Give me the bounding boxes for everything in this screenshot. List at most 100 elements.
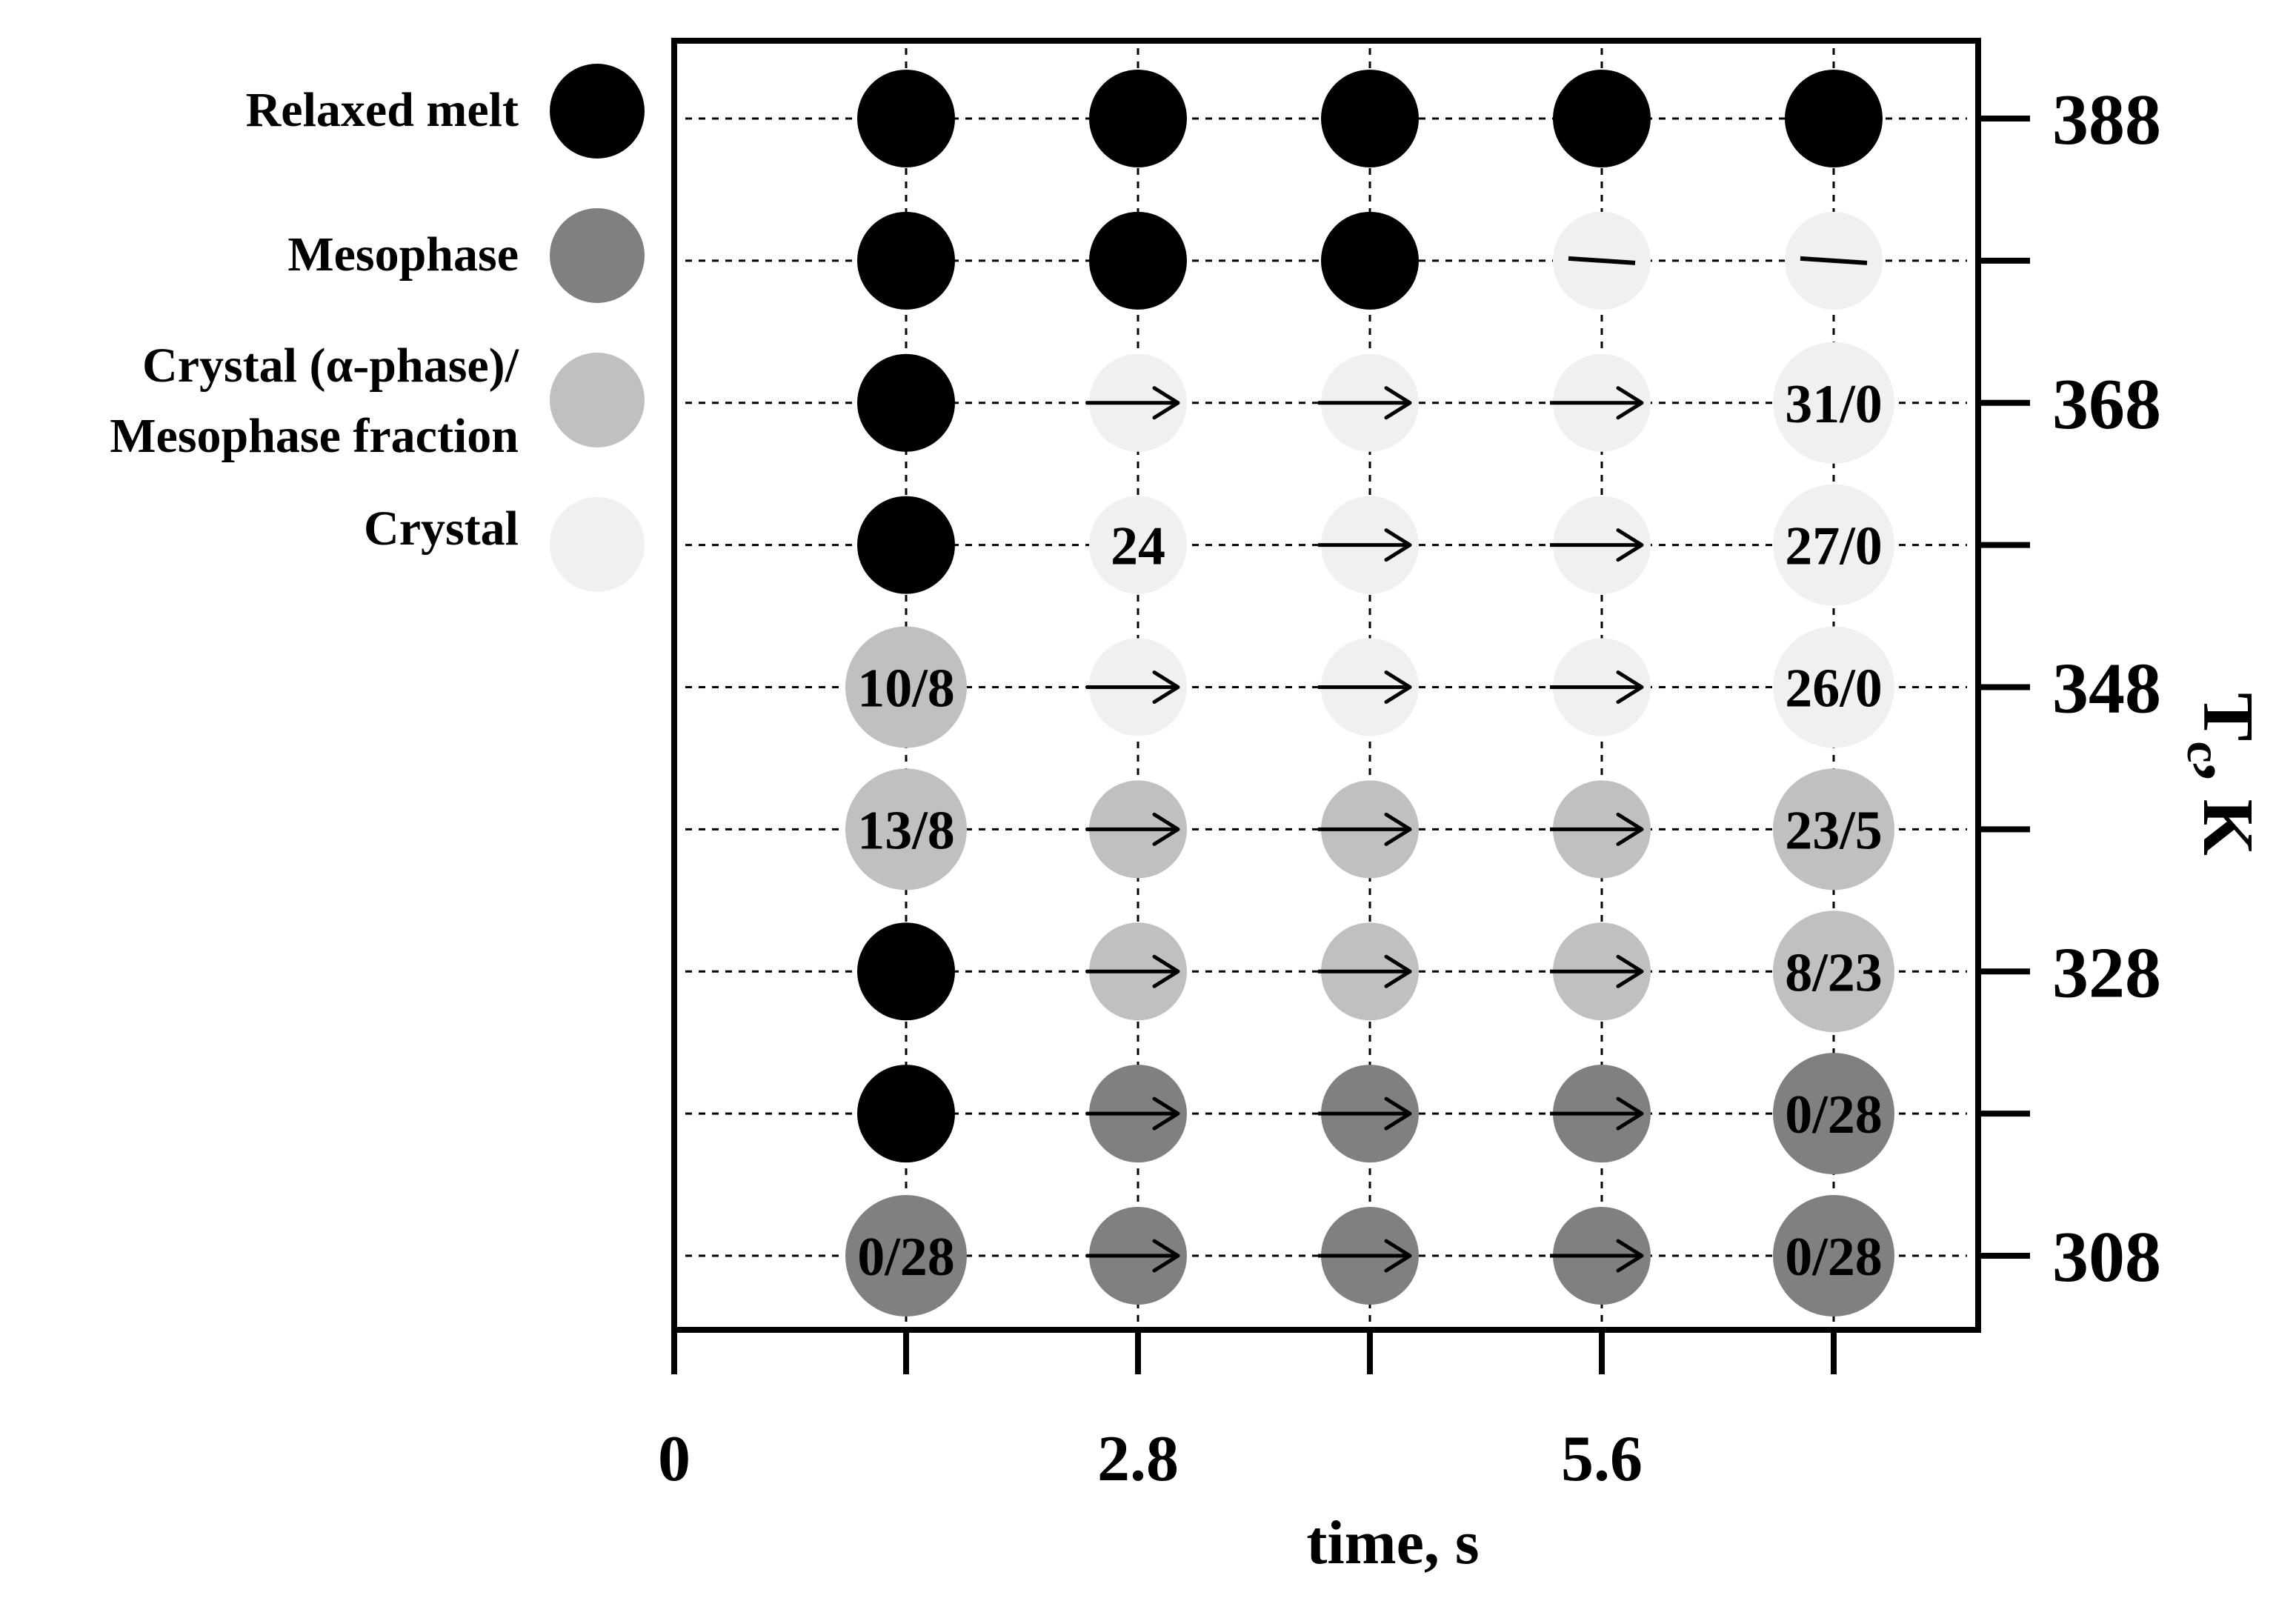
- data-point-crystal: [1550, 353, 1651, 452]
- legend: Relaxed melt Mesophase Crystal (α-phase)/ M…: [110, 64, 645, 592]
- data-point-mesophase: 0/28: [1773, 1195, 1894, 1317]
- data-point-crystal_mesophase: 23/5: [1773, 768, 1894, 891]
- data-point-relaxed_melt: [857, 70, 955, 167]
- arrow-icon: [1152, 670, 1180, 704]
- data-point-mesophase: [1550, 1065, 1651, 1163]
- data-point-relaxed_melt: [857, 211, 955, 310]
- arrow-icon: [1152, 812, 1180, 846]
- data-point-relaxed_melt: [857, 1065, 955, 1163]
- data-label: 31/0: [1785, 374, 1883, 435]
- point-circle: [1089, 70, 1187, 167]
- data-point-mesophase: 0/28: [845, 1195, 967, 1317]
- y-tick-label: 368: [2052, 365, 2161, 445]
- data-point-mesophase: 0/28: [1773, 1053, 1894, 1175]
- arrow-icon: [1384, 954, 1412, 988]
- y-tick-label: 348: [2052, 649, 2161, 729]
- data-point-crystal_mesophase: 13/8: [845, 768, 967, 891]
- data-point-crystal: 31/0: [1773, 342, 1894, 464]
- point-circle: [1553, 70, 1651, 167]
- data-point-crystal_mesophase: [1550, 922, 1651, 1021]
- legend-label: Crystal: [364, 502, 519, 556]
- data-point-crystal: [1318, 496, 1419, 594]
- point-circle: [1089, 211, 1187, 310]
- arrow-icon: [1384, 1239, 1412, 1273]
- data-point-relaxed_melt: [1321, 70, 1419, 167]
- arrow-icon: [1616, 386, 1644, 420]
- data-point-relaxed_melt: [857, 353, 955, 452]
- point-circle: [1773, 1053, 1894, 1175]
- arrow-icon: [1384, 812, 1412, 846]
- arrow-icon: [1152, 1239, 1180, 1273]
- legend-swatch: [550, 497, 645, 592]
- legend-swatch: [550, 353, 645, 447]
- data-point-crystal: [1086, 353, 1187, 452]
- data-point-crystal: 27/0: [1773, 484, 1894, 606]
- arrow-icon: [1152, 386, 1180, 420]
- data-point-crystal: [1318, 353, 1419, 452]
- arrow-icon: [1384, 528, 1412, 562]
- arrow-icon: [1616, 954, 1644, 988]
- dash-icon: [1568, 256, 1636, 265]
- data-point-crystal_mesophase: [1318, 780, 1419, 879]
- point-circle: [1773, 342, 1894, 464]
- x-tick-label: 0: [658, 1423, 691, 1495]
- data-point-mesophase: [1086, 1065, 1187, 1163]
- data-point-crystal_mesophase: [1318, 922, 1419, 1021]
- data-point-crystal: [1550, 638, 1651, 736]
- data-point-relaxed_melt: [1321, 211, 1419, 310]
- arrow-icon: [1384, 1096, 1412, 1131]
- data-point-crystal_mesophase: [1086, 780, 1187, 879]
- arrow-icon: [1616, 812, 1644, 846]
- point-circle: [1773, 626, 1894, 748]
- point-circle: [857, 922, 955, 1021]
- arrow-icon: [1384, 386, 1412, 420]
- axes: 388 368 348 328 308 0 2.8 5.6 time, s Tc, K: [658, 80, 2268, 1577]
- legend-label: Crystal (α-phase)/: [142, 339, 520, 393]
- data-point-mesophase: [1550, 1207, 1651, 1305]
- data-label: 13/8: [857, 800, 955, 861]
- legend-label: Mesophase fraction: [110, 409, 519, 463]
- legend-item-crystal: Crystal: [364, 497, 645, 592]
- data-point-crystal_mesophase: [1550, 780, 1651, 879]
- point-circle: [1321, 211, 1419, 310]
- legend-label: Relaxed melt: [246, 83, 519, 137]
- y-tick-label: 328: [2052, 933, 2161, 1013]
- point-circle: [1773, 484, 1894, 606]
- point-circle: [857, 353, 955, 452]
- point-circle: [1321, 70, 1419, 167]
- x-tick-label: 5.6: [1561, 1423, 1643, 1495]
- point-circle: [1773, 1195, 1894, 1317]
- point-circle: [845, 768, 967, 891]
- data-label: 0/28: [857, 1227, 955, 1288]
- point-circle: [1089, 496, 1187, 594]
- data-points: 31/0 24 27/0 10/8 26/0 13/8 23/5 8/23 0/28 0/28 0/…: [845, 70, 1894, 1317]
- legend-swatch: [550, 64, 645, 159]
- data-point-mesophase: [1086, 1207, 1187, 1305]
- point-circle: [857, 211, 955, 310]
- point-circle: [1785, 70, 1883, 167]
- point-circle: [857, 496, 955, 594]
- legend-label: Mesophase: [287, 227, 519, 282]
- data-point-crystal: [1318, 638, 1419, 736]
- data-point-crystal_mesophase: 10/8: [845, 626, 967, 748]
- data-point-crystal: 26/0: [1773, 626, 1894, 748]
- dash-icon: [1800, 256, 1868, 265]
- arrow-icon: [1616, 670, 1644, 704]
- arrow-icon: [1384, 670, 1412, 704]
- data-point-crystal: [1785, 211, 1883, 310]
- legend-item-relaxed_melt: Relaxed melt: [246, 64, 645, 159]
- data-point-mesophase: [1318, 1207, 1419, 1305]
- x-tick-label: 2.8: [1097, 1423, 1179, 1495]
- x-axis-label: time, s: [1306, 1508, 1479, 1577]
- legend-item-crystal_mesophase: Crystal (α-phase)/ Mesophase fraction: [110, 339, 645, 463]
- point-circle: [857, 1065, 955, 1163]
- data-point-relaxed_melt: [1785, 70, 1883, 167]
- data-label: 0/28: [1785, 1227, 1883, 1288]
- data-point-crystal: [1550, 496, 1651, 594]
- data-point-relaxed_melt: [1089, 70, 1187, 167]
- legend-item-mesophase: Mesophase: [287, 208, 645, 303]
- data-label: 10/8: [857, 659, 955, 719]
- point-circle: [1773, 768, 1894, 891]
- data-label: 26/0: [1785, 659, 1883, 719]
